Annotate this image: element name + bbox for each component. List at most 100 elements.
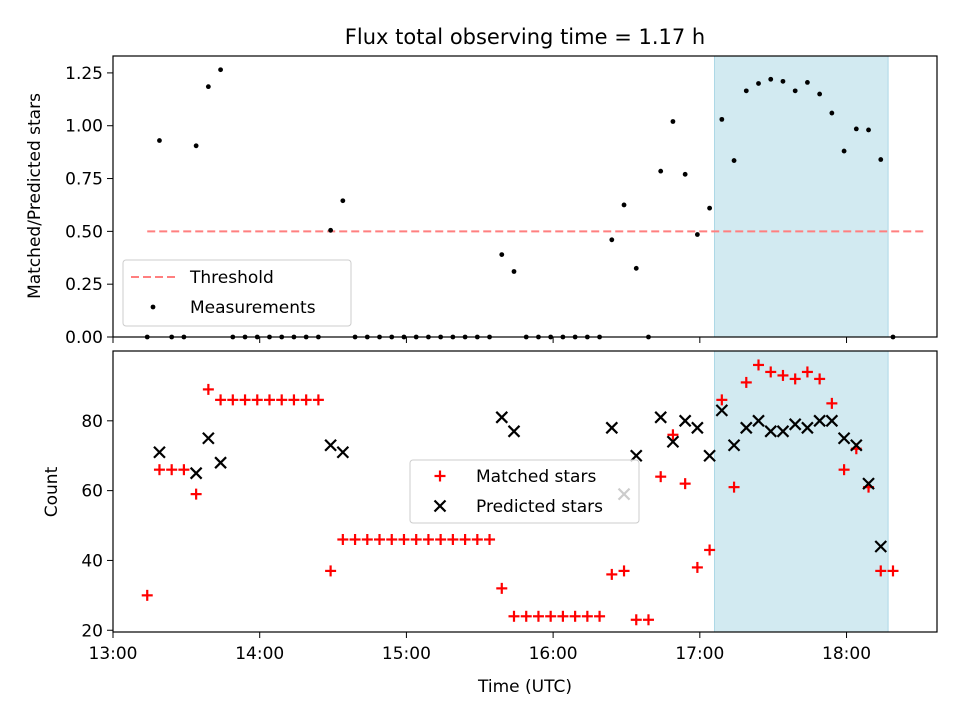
measurement-point [633,265,639,271]
bottom-xtick-label: 17:00 [675,644,724,664]
predicted-point [874,540,888,553]
matched-point [508,610,520,622]
highlight-window [713,350,889,633]
top-frame [112,55,938,338]
measurement-point [841,148,847,154]
bottom-legend-box [409,459,640,524]
predicted-point [752,414,765,428]
matched-point [202,383,214,395]
matched-point [374,533,386,545]
matched-point [190,488,202,500]
measurement-point [756,81,761,86]
matched-point [178,464,190,476]
matched-point [422,533,434,545]
matched-point [459,533,471,545]
matched-point [251,394,263,406]
top-legend-box [122,259,352,327]
bottom-xtick-label: 15:00 [382,644,431,664]
matched-point [325,565,337,577]
predicted-point [764,425,778,438]
matched-point [716,394,728,406]
matched-point [655,471,667,483]
matched-point [153,464,165,476]
measurement-point [682,171,688,177]
predicted-point [495,411,509,424]
matched-point [349,533,361,545]
measurement-point [193,143,199,149]
measurement-point [719,116,725,122]
matched-point [520,610,532,622]
measurement-point [511,269,517,274]
matched-point [679,478,691,490]
matched-point [288,394,300,406]
measurement-point [205,84,211,90]
bottom-xtick-label: 16:00 [529,644,578,664]
matched-point [447,533,459,545]
predicted-point [324,438,337,452]
matched-point [606,568,618,580]
measurement-point [609,237,615,243]
matched-point [753,359,765,371]
measurement-point [743,88,749,94]
measurement-point [829,110,835,116]
top-ylabel: Matched/Predicted stars [25,93,45,299]
matched-point [777,369,789,381]
measurement-point [768,76,774,82]
legend-measurements-label: Measurements [190,298,316,318]
legend-predicted-marker [433,499,447,513]
matched-point [545,610,557,622]
matched-point [667,429,679,441]
matched-point [569,610,581,622]
predicted-point [189,466,203,480]
bottom-ytick-label: 40 [81,551,103,571]
matched-point [581,610,593,622]
predicted-point [727,438,741,452]
measurement-point [731,158,737,163]
measurement-point [805,80,810,85]
predicted-point [788,418,802,431]
panel-ratio: 0.00 0.25 0.50 0.75 1.00 1.25 Matched/Predict… [25,55,938,348]
bottom-frame [112,350,938,633]
matched-point [728,481,740,493]
measurement-point [853,126,859,132]
bottom-xtick-label: 13:00 [89,644,138,664]
top-ytick-label: 0.75 [65,170,103,190]
predicted-point [776,425,790,438]
predicted-point [654,411,667,424]
bottom-ytick-label: 60 [81,482,103,502]
matched-point [337,533,349,545]
matched-point [496,582,508,594]
top-ytick-label: 0.25 [65,275,103,295]
measurement-point [866,127,871,133]
matched-point [263,394,275,406]
bottom-ytick-label: 20 [81,621,103,641]
predicted-point [801,421,814,435]
predicted-point [715,404,729,417]
predicted-point [336,445,350,459]
measurement-point [780,78,786,84]
matched-point [361,533,373,545]
matched-point [642,614,654,626]
legend-matched-marker [434,470,446,482]
predicted-point [825,414,839,428]
matched-point [410,533,422,545]
matched-point [300,394,312,406]
measurement-point [670,119,676,124]
matched-point [141,589,153,601]
chart-title: Flux total observing time = 1.17 h [345,25,705,49]
matched-point [435,533,447,545]
predicted-point [202,431,215,445]
bottom-ylabel: Count [42,466,62,517]
matched-point [386,533,398,545]
predicted-point [629,449,643,462]
top-ytick-label: 1.00 [65,117,103,137]
matched-point [887,565,899,577]
matched-point [398,533,410,545]
predicted-point [703,449,716,462]
matched-point [630,614,642,626]
highlight-window [713,55,889,338]
matched-point [789,373,801,385]
measurement-point [340,198,346,204]
